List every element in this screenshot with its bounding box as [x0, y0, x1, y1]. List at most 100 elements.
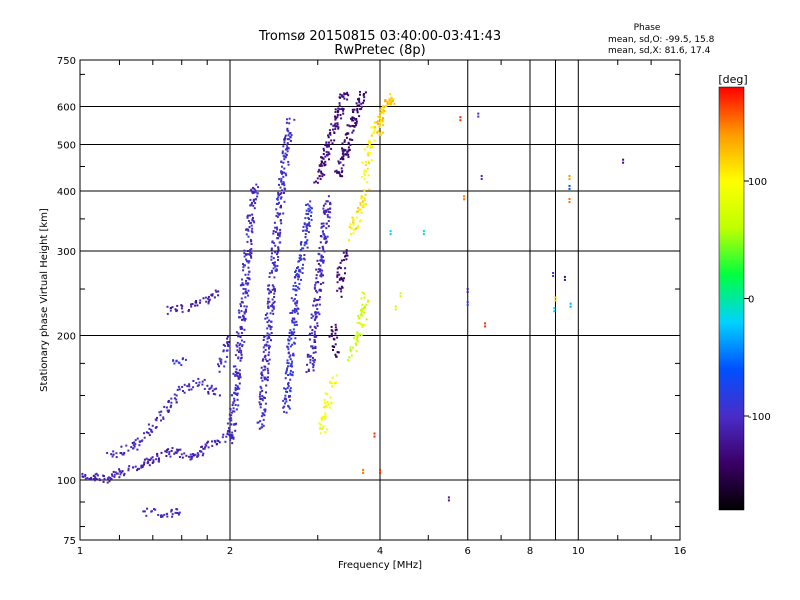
- data-point: [165, 455, 168, 457]
- legend-line-x: mean, sd,X: 81.6, 17.4: [608, 46, 711, 56]
- data-point: [466, 300, 469, 303]
- data-point: [262, 339, 265, 341]
- data-point: [300, 258, 303, 261]
- data-point: [246, 250, 249, 252]
- data-point: [118, 468, 121, 471]
- data-point: [367, 141, 370, 144]
- data-point: [326, 145, 329, 148]
- data-point: [250, 252, 253, 255]
- data-point: [360, 107, 363, 110]
- data-point: [306, 353, 309, 356]
- data-point: [170, 397, 173, 400]
- data-point: [112, 470, 115, 473]
- data-point: [320, 256, 323, 259]
- data-point: [192, 380, 195, 382]
- data-point: [334, 326, 337, 329]
- data-point: [248, 253, 251, 256]
- data-point: [138, 444, 141, 447]
- data-point: [236, 341, 239, 344]
- data-point: [130, 446, 133, 449]
- data-point: [250, 224, 253, 227]
- data-point: [294, 337, 297, 340]
- data-point: [342, 158, 344, 161]
- data-point: [367, 154, 370, 157]
- data-point: [348, 239, 351, 242]
- data-point: [285, 390, 287, 393]
- data-point: [349, 125, 352, 128]
- data-point: [393, 102, 396, 105]
- data-point: [278, 241, 281, 244]
- data-point: [279, 186, 282, 189]
- data-point: [279, 212, 282, 215]
- data-point: [291, 319, 294, 322]
- data-point: [342, 279, 345, 282]
- data-point: [269, 312, 272, 315]
- data-point: [355, 120, 358, 123]
- data-point: [284, 155, 287, 158]
- data-point: [250, 188, 253, 191]
- data-point: [266, 327, 269, 330]
- data-point: [277, 233, 279, 236]
- data-point: [165, 512, 168, 515]
- data-point: [320, 170, 323, 173]
- data-point: [218, 394, 221, 397]
- data-point: [356, 216, 359, 219]
- data-point: [311, 347, 314, 350]
- data-point: [329, 133, 332, 136]
- data-point: [236, 349, 239, 352]
- data-point: [318, 303, 321, 306]
- data-point: [236, 375, 239, 377]
- data-point: [324, 416, 327, 419]
- data-point: [213, 388, 216, 391]
- data-point: [250, 255, 252, 258]
- data-point: [313, 297, 316, 300]
- data-point: [273, 289, 276, 292]
- data-point: [229, 438, 232, 441]
- data-point: [347, 124, 350, 127]
- data-point: [313, 181, 316, 184]
- colorbar-tick-label: 100: [748, 177, 767, 188]
- data-point: [169, 309, 172, 312]
- data-point: [291, 360, 294, 363]
- data-point: [241, 301, 244, 304]
- data-point: [195, 301, 198, 304]
- data-point: [342, 109, 345, 112]
- data-point: [361, 310, 363, 313]
- data-point: [123, 474, 125, 477]
- data-point: [358, 208, 361, 211]
- data-point: [349, 138, 352, 141]
- data-point: [336, 111, 339, 114]
- data-point: [319, 288, 322, 291]
- data-point: [237, 404, 240, 407]
- data-point: [252, 200, 255, 203]
- data-point: [264, 410, 267, 413]
- data-point: [286, 118, 288, 121]
- data-point: [279, 206, 282, 209]
- data-point: [382, 117, 384, 120]
- data-point: [337, 126, 340, 129]
- data-point: [359, 93, 361, 96]
- data-point: [239, 359, 242, 362]
- data-point: [197, 453, 200, 456]
- data-point: [459, 116, 462, 119]
- data-point: [196, 304, 199, 307]
- data-point: [306, 239, 309, 242]
- data-point: [351, 139, 354, 141]
- data-point: [379, 132, 382, 135]
- data-point: [293, 308, 296, 310]
- data-point: [336, 275, 339, 278]
- data-point: [288, 339, 291, 342]
- data-point: [372, 132, 375, 135]
- data-point: [283, 405, 286, 408]
- data-point: [261, 373, 263, 376]
- data-point: [288, 331, 291, 334]
- data-point: [337, 160, 340, 163]
- data-point: [321, 175, 324, 178]
- data-point: [191, 303, 194, 305]
- data-point: [337, 171, 340, 174]
- data-point: [332, 337, 335, 340]
- data-point: [203, 447, 206, 450]
- data-point: [334, 125, 337, 128]
- data-point: [399, 295, 402, 298]
